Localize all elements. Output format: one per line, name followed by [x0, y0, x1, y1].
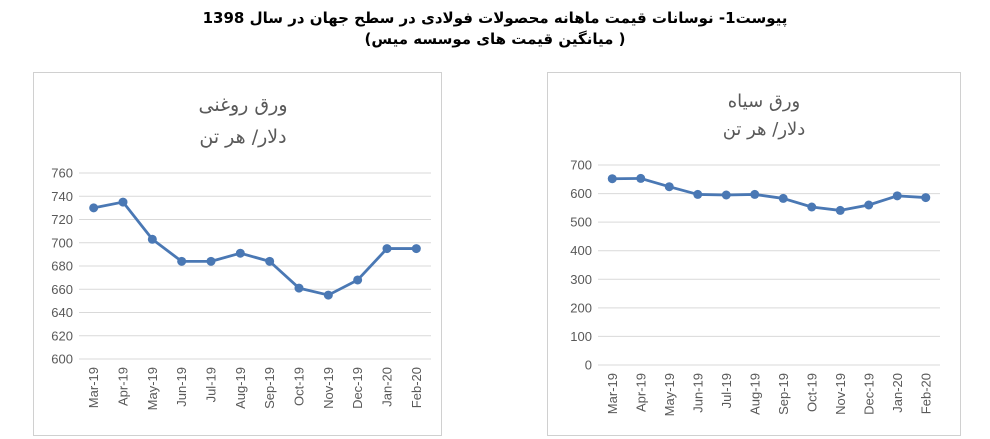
page-title-line-1: پیوست1- نوسانات قیمت ماهانه محصولات فولا…: [202, 9, 788, 27]
data-point: [353, 275, 363, 285]
x-tick-label: Jan-20: [890, 373, 905, 413]
page-title: پیوست1- نوسانات قیمت ماهانه محصولات فولا…: [0, 8, 990, 50]
x-tick-label: Jun-19: [174, 367, 189, 407]
data-point: [892, 191, 902, 201]
data-point: [636, 173, 646, 183]
chart-subtitle: دلار/ هر تن: [199, 126, 286, 148]
x-tick-label: Jan-20: [380, 367, 395, 407]
data-point: [778, 193, 788, 203]
x-tick-label: May-19: [145, 367, 160, 410]
data-point: [147, 234, 157, 244]
x-tick-label: Feb-20: [409, 367, 424, 408]
data-point: [664, 182, 674, 192]
data-point: [294, 283, 304, 293]
chart-oiled-sheet: ورق روغنی دلار/ هر تن 600 620 640 660 680 700 72…: [33, 72, 442, 436]
series-line: [93, 200, 417, 297]
data-point: [235, 248, 245, 258]
data-point: [693, 189, 703, 199]
y-tick-label: 680: [51, 259, 73, 274]
data-point: [921, 193, 931, 203]
data-point: [177, 256, 187, 266]
x-tick-label: Dec-19: [861, 373, 876, 415]
data-point: [323, 290, 333, 300]
data-point: [835, 205, 845, 215]
series-line: [612, 177, 926, 212]
y-tick-label: 660: [51, 282, 73, 297]
x-tick-label: Jul-19: [204, 367, 219, 402]
data-point: [118, 197, 128, 207]
x-tick-label: Nov-19: [321, 367, 336, 409]
chart-title: ورق روغنی: [199, 94, 288, 116]
x-tick-label: Oct-19: [292, 367, 307, 406]
y-tick-label: 300: [570, 272, 592, 287]
data-point: [721, 190, 731, 200]
x-tick-label: Oct-19: [804, 373, 819, 412]
chart-title: ورق سیاه: [728, 91, 801, 112]
x-tick-label: Dec-19: [350, 367, 365, 409]
y-tick-label: 600: [570, 186, 592, 201]
y-tick-label: 500: [570, 215, 592, 230]
x-tick-label: Feb-20: [918, 373, 933, 414]
y-tick-label: 400: [570, 243, 592, 258]
y-tick-label: 620: [51, 328, 73, 343]
x-tick-label: May-19: [662, 373, 677, 416]
y-tick-label: 0: [585, 358, 592, 373]
chart-black-sheet-svg: ورق سیاه دلار/ هر تن 0 100 200 300 400 500 600 70…: [570, 91, 940, 416]
x-tick-label: Jun-19: [690, 373, 705, 413]
data-point: [265, 256, 275, 266]
data-point: [382, 244, 392, 254]
chart-black-sheet: ورق سیاه دلار/ هر تن 0 100 200 300 400 500 600 70…: [547, 72, 961, 436]
x-tick-label: Sep-19: [262, 367, 277, 409]
x-tick-label: Aug-19: [233, 367, 248, 409]
x-tick-label: Apr-19: [116, 367, 131, 406]
data-point: [411, 244, 421, 254]
y-tick-label: 760: [51, 166, 73, 181]
x-tick-label: Aug-19: [747, 373, 762, 415]
data-point: [750, 189, 760, 199]
page-title-line-2: ( میانگین قیمت های موسسه میس): [364, 30, 626, 48]
data-point: [864, 200, 874, 210]
data-point: [807, 202, 817, 212]
x-tick-label: Mar-19: [86, 367, 101, 408]
y-tick-label: 720: [51, 212, 73, 227]
y-tick-label: 700: [51, 235, 73, 250]
y-tick-label: 200: [570, 300, 592, 315]
data-point: [607, 174, 617, 184]
y-tick-label: 640: [51, 305, 73, 320]
x-tick-label: Mar-19: [605, 373, 620, 414]
chart-subtitle: دلار/ هر تن: [723, 119, 806, 140]
chart-oiled-sheet-svg: ورق روغنی دلار/ هر تن 600 620 640 660 680 700 72…: [51, 94, 431, 410]
y-tick-label: 740: [51, 189, 73, 204]
y-tick-label: 100: [570, 329, 592, 344]
x-tick-label: Jul-19: [719, 373, 734, 408]
y-tick-label: 700: [570, 158, 592, 173]
x-tick-label: Apr-19: [633, 373, 648, 412]
x-tick-label: Sep-19: [776, 373, 791, 415]
data-point: [89, 203, 99, 213]
data-point: [206, 256, 216, 266]
x-tick-label: Nov-19: [833, 373, 848, 415]
y-tick-label: 600: [51, 352, 73, 367]
